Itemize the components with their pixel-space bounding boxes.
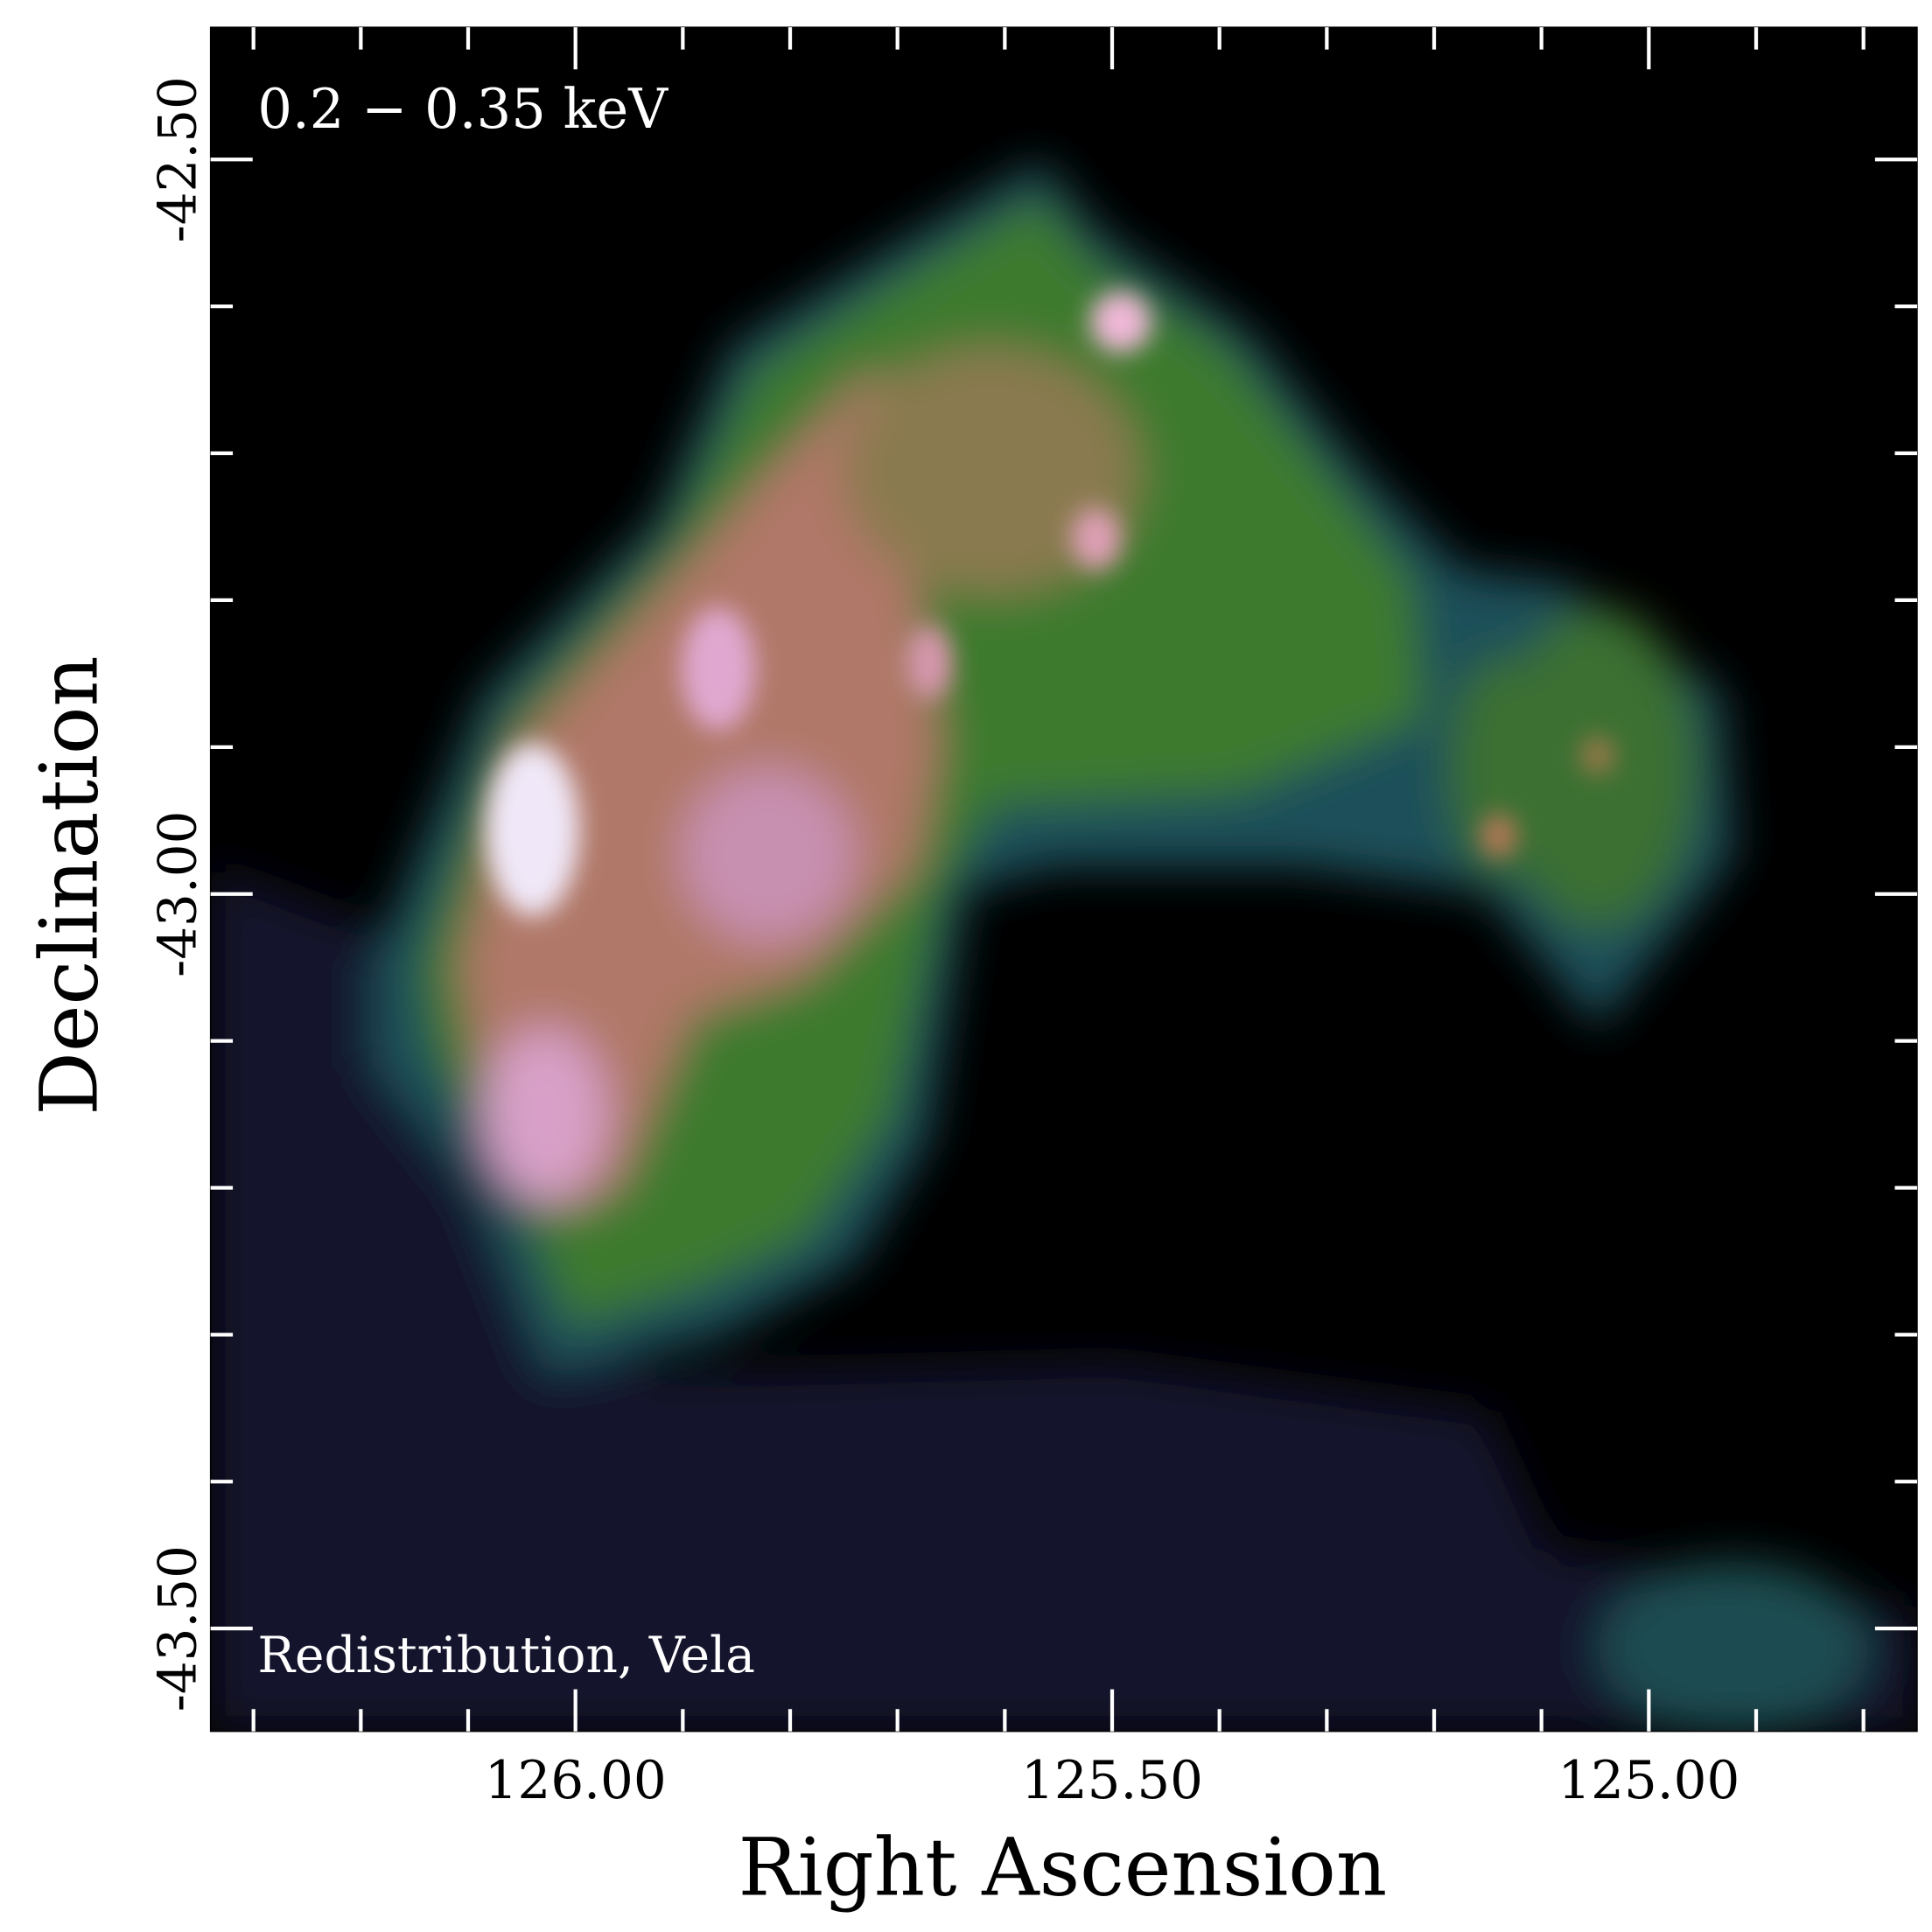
y-tick-label: -43.00 bbox=[149, 811, 209, 977]
plot-frame bbox=[209, 26, 1918, 1732]
x-tick-label: 125.00 bbox=[1558, 1751, 1740, 1811]
y-tick-label: -42.50 bbox=[149, 76, 209, 242]
sky-image bbox=[210, 27, 1918, 1732]
x-axis-label: Right Ascension bbox=[738, 1823, 1388, 1914]
x-tick-label: 126.00 bbox=[485, 1751, 667, 1811]
dataset-label: Redistribution, Vela bbox=[257, 1627, 755, 1684]
x-tick-label: 125.50 bbox=[1021, 1751, 1203, 1811]
energy-band-label: 0.2 − 0.35 keV bbox=[257, 77, 668, 141]
y-axis-label: Declination bbox=[24, 655, 116, 1115]
y-tick-label: -43.50 bbox=[149, 1545, 209, 1712]
